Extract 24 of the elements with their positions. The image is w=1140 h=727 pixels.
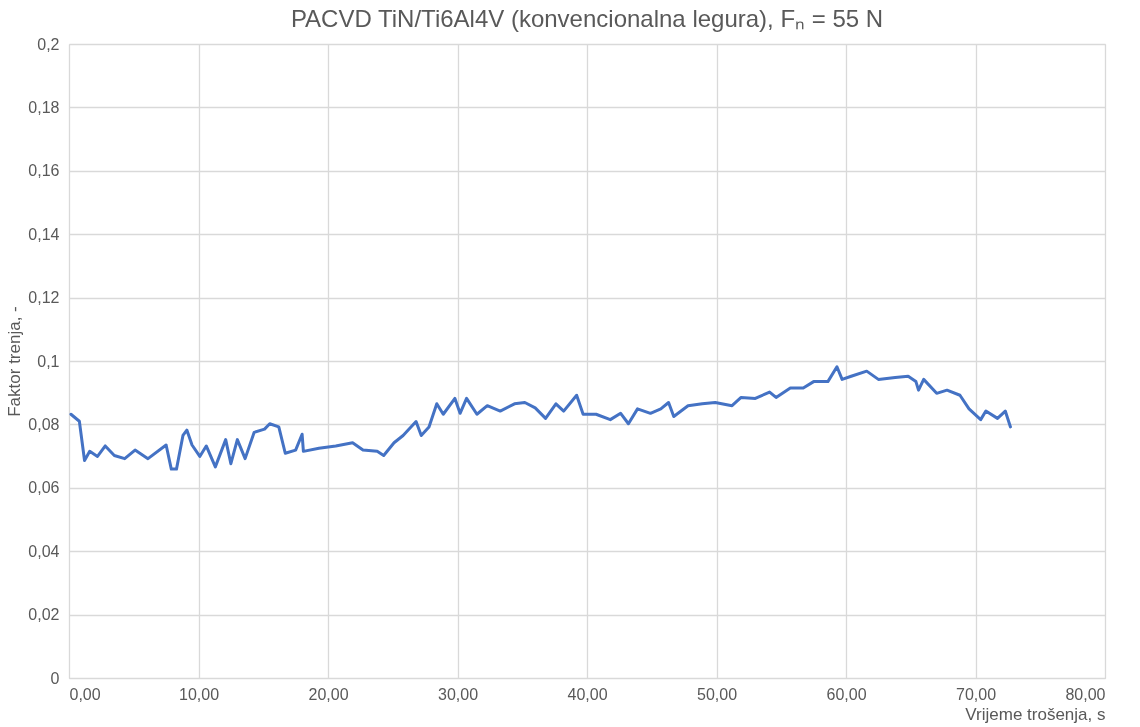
y-tick-label: 0,12 [28,289,60,307]
y-tick-label: 0,02 [28,606,60,624]
x-axis-title: Vrijeme trošenja, s [965,704,1106,724]
y-tick-label: 0,04 [28,542,60,560]
chart-title: PACVD TiN/Ti6Al4V (konvencionalna legura), Fₙ = 55 N [290,5,884,32]
x-tick-label: 40,00 [567,685,608,703]
y-tick-label: 0 [50,669,60,687]
y-axis-title: Faktor trenja, - [5,306,25,417]
y-tick-label: 0,2 [37,35,60,53]
x-tick-label: 70,00 [955,685,997,703]
y-tick-label: 0,18 [28,98,60,116]
y-tick-label: 0,1 [37,352,60,370]
y-tick-label: 0,16 [28,162,60,180]
y-tick-label: 0,06 [28,479,60,497]
y-tick-label: 0,08 [28,415,60,433]
x-tick-label: 50,00 [696,685,738,703]
y-tick-label: 0,14 [28,225,60,243]
x-tick-label: 10,00 [178,685,220,703]
x-tick-label: 60,00 [826,685,867,703]
x-tick-label: 30,00 [437,685,479,703]
x-tick-label: 80,00 [1065,685,1106,703]
x-tick-label: 0,00 [69,685,101,703]
x-tick-label: 20,00 [308,685,349,703]
line-series [69,365,1012,471]
